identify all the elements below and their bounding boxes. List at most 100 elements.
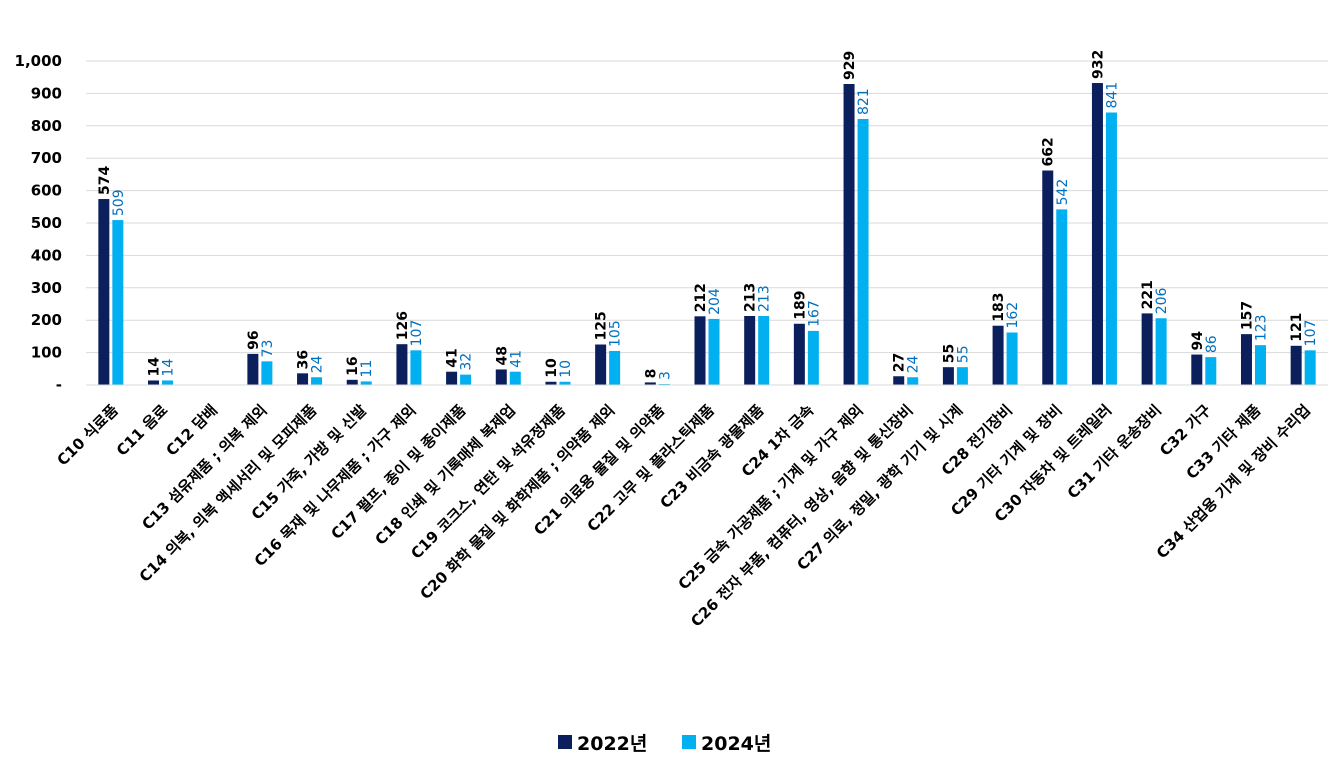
data-label: 27	[892, 353, 908, 372]
y-tick-label: 1,000	[15, 52, 62, 70]
bar	[396, 344, 408, 385]
bar	[1191, 354, 1203, 385]
data-label: 212	[693, 283, 709, 312]
y-tick-label: 700	[31, 149, 62, 167]
data-label: 24	[310, 355, 326, 373]
data-label: 8	[643, 369, 659, 379]
data-label: 3	[657, 371, 673, 380]
data-label: 206	[1154, 287, 1170, 314]
bar	[744, 315, 756, 385]
data-label: 16	[345, 356, 361, 375]
data-label: 662	[1041, 137, 1057, 166]
legend-swatch	[682, 735, 696, 749]
data-label: 162	[1005, 302, 1021, 329]
legend-label: 2022년	[577, 733, 647, 755]
bar	[1105, 112, 1117, 386]
data-label: 126	[395, 311, 411, 340]
y-tick-label: 300	[31, 279, 62, 297]
data-label: 821	[856, 88, 872, 115]
y-tick-label: 200	[31, 311, 62, 329]
data-label: 48	[494, 346, 510, 365]
data-label: 157	[1239, 301, 1255, 330]
gridlines	[86, 60, 1328, 354]
bar	[346, 379, 358, 385]
bar	[907, 377, 919, 385]
bar	[708, 318, 720, 385]
data-label: 14	[147, 357, 163, 377]
x-tick-label: C10 식료품	[53, 401, 121, 469]
y-tick-label: 800	[31, 117, 62, 135]
bar	[311, 377, 323, 385]
bar	[261, 361, 273, 385]
data-label: 11	[359, 360, 375, 378]
bar	[1091, 83, 1103, 386]
x-tick-label: C25 금속 가공제품 ; 기계 및 가구 제외	[675, 401, 867, 593]
y-tick-label: 900	[31, 84, 62, 102]
bar	[595, 344, 607, 385]
bar	[1290, 345, 1302, 385]
bar	[1240, 334, 1252, 385]
bar	[694, 316, 706, 385]
bar	[559, 381, 571, 385]
bar	[1056, 209, 1068, 385]
bar	[247, 353, 259, 385]
data-label: 189	[792, 291, 808, 320]
bar	[992, 325, 1004, 385]
data-label: 932	[1090, 50, 1106, 79]
y-axis: - 100 200 300 400 500 600 700 800 900 1,000	[15, 52, 62, 394]
data-label: 32	[459, 353, 475, 371]
bar	[495, 369, 507, 385]
bar	[162, 380, 174, 385]
bar	[1006, 332, 1018, 385]
bar	[644, 382, 656, 385]
y-tick-label: -	[56, 376, 62, 394]
data-label: 574	[97, 166, 113, 195]
data-label: 55	[955, 345, 971, 363]
data-label: 24	[906, 355, 922, 373]
data-label: 96	[246, 330, 262, 349]
x-tick-label: C14 의복, 의복 액세서리 및 모피제품	[136, 401, 321, 586]
bar	[446, 371, 458, 385]
bar	[793, 323, 805, 385]
x-tick-label: C11 음료	[113, 401, 172, 460]
bar	[297, 373, 309, 385]
bar	[807, 330, 819, 385]
bar	[545, 381, 557, 385]
data-label: 123	[1253, 314, 1269, 341]
data-label: 10	[544, 358, 560, 378]
bar	[460, 374, 472, 385]
data-label: 125	[594, 311, 610, 340]
bars	[98, 83, 1316, 386]
data-label: 183	[991, 292, 1007, 321]
data-label: 14	[161, 359, 177, 377]
data-label: 107	[409, 320, 425, 347]
data-label: 204	[707, 288, 723, 315]
legend: 2022년 2024년	[558, 733, 771, 755]
y-tick-label: 500	[31, 214, 62, 232]
data-label: 213	[757, 285, 773, 312]
bar	[410, 350, 422, 385]
data-label: 41	[508, 350, 524, 368]
data-label: 10	[558, 360, 574, 378]
bar	[843, 84, 855, 385]
bar	[1254, 345, 1266, 385]
bar	[1141, 313, 1153, 385]
legend-swatch	[558, 735, 572, 749]
data-label: 221	[1140, 280, 1156, 309]
data-label: 509	[111, 189, 127, 216]
data-label: 55	[941, 344, 957, 363]
data-label: 107	[1303, 320, 1319, 347]
bar	[98, 199, 110, 385]
data-label: 167	[806, 300, 822, 327]
y-tick-label: 400	[31, 246, 62, 264]
bar	[148, 380, 160, 385]
bar	[509, 371, 521, 385]
y-tick-label: 600	[31, 182, 62, 200]
bar	[1304, 350, 1316, 385]
data-label: 41	[445, 348, 461, 367]
bar	[1205, 357, 1217, 385]
bar	[857, 118, 869, 385]
